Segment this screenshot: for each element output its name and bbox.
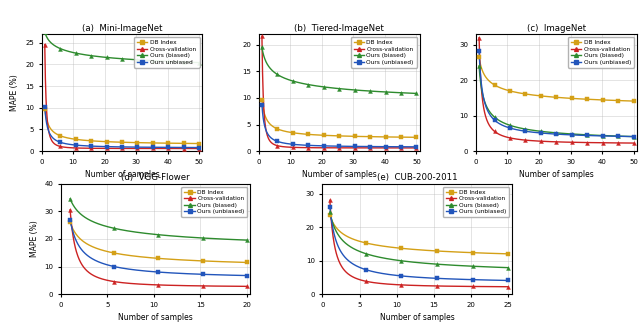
Legend: DB Index, Cross-validation, Ours (biased), Ours (unbiased): DB Index, Cross-validation, Ours (biased… — [568, 37, 634, 68]
Legend: DB Index, Cross-validation, Ours (biased), Ours (unbiased): DB Index, Cross-validation, Ours (biased… — [351, 37, 417, 68]
Title: (a)  Mini-ImageNet: (a) Mini-ImageNet — [82, 24, 163, 32]
Legend: DB Index, Cross-validation, Ours (biased), Ours (unbiased): DB Index, Cross-validation, Ours (biased… — [443, 187, 509, 217]
Y-axis label: MAPE (%): MAPE (%) — [29, 220, 38, 257]
Title: (c)  ImageNet: (c) ImageNet — [527, 24, 586, 32]
Title: (e)  CUB-200-2011: (e) CUB-200-2011 — [377, 173, 458, 182]
X-axis label: Number of samples: Number of samples — [380, 313, 454, 322]
Title: (b)  Tiered-ImageNet: (b) Tiered-ImageNet — [294, 24, 384, 32]
X-axis label: Number of samples: Number of samples — [519, 170, 594, 179]
X-axis label: Number of samples: Number of samples — [118, 313, 193, 322]
Y-axis label: MAPE (%): MAPE (%) — [10, 74, 19, 111]
Legend: DB Index, Cross-validation, Ours (biased), Ours unbiased: DB Index, Cross-validation, Ours (biased… — [134, 37, 200, 68]
X-axis label: Number of samples: Number of samples — [84, 170, 159, 179]
X-axis label: Number of samples: Number of samples — [302, 170, 376, 179]
Legend: DB Index, Cross-validation, Ours (biased), Ours (unbiased): DB Index, Cross-validation, Ours (biased… — [181, 187, 248, 217]
Title: (d)  VGG-Flower: (d) VGG-Flower — [121, 173, 190, 182]
